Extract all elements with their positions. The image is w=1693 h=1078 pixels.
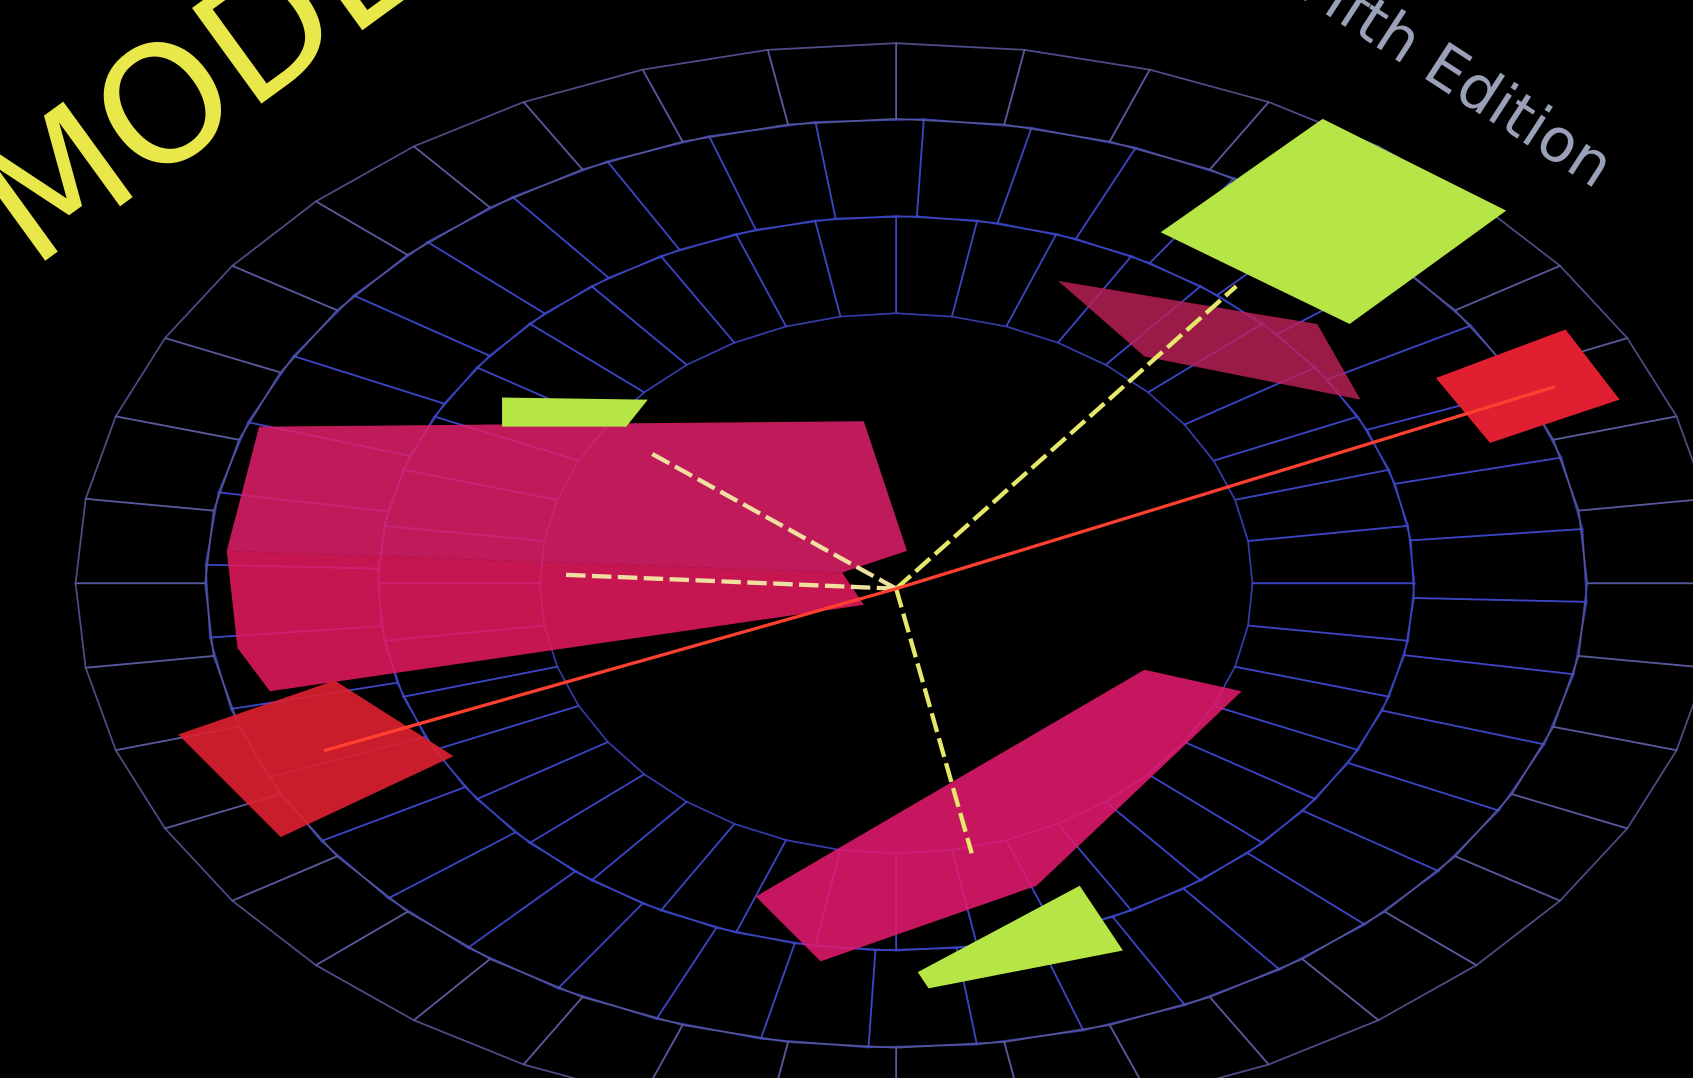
- magenta-panel: [226, 421, 907, 573]
- green-block: [1160, 118, 1507, 325]
- energy-deposits: [178, 118, 1620, 989]
- wire-box: [895, 1041, 1015, 1078]
- track: [323, 587, 897, 753]
- green-block: [502, 397, 648, 427]
- wire-box: [652, 1024, 790, 1078]
- magenta-panel: [1058, 280, 1361, 400]
- red-block: [1436, 329, 1620, 443]
- magenta-panel: [226, 550, 864, 692]
- tracks: [561, 284, 1238, 854]
- track: [895, 385, 1556, 591]
- track: [894, 284, 1238, 591]
- track: [561, 572, 897, 591]
- wire-box: [1552, 415, 1693, 512]
- track: [894, 588, 974, 854]
- wire-box: [1247, 524, 1416, 585]
- wire-box: [1108, 996, 1271, 1078]
- magenta-panel: [755, 669, 1242, 962]
- wire-box: [777, 1041, 898, 1078]
- green-block: [917, 885, 1123, 989]
- red-block: [178, 680, 454, 838]
- tracks: [323, 385, 1556, 753]
- wire-box: [1409, 528, 1588, 603]
- track: [646, 449, 898, 591]
- wire-box: [1003, 1024, 1141, 1078]
- wire-box: [1577, 499, 1693, 585]
